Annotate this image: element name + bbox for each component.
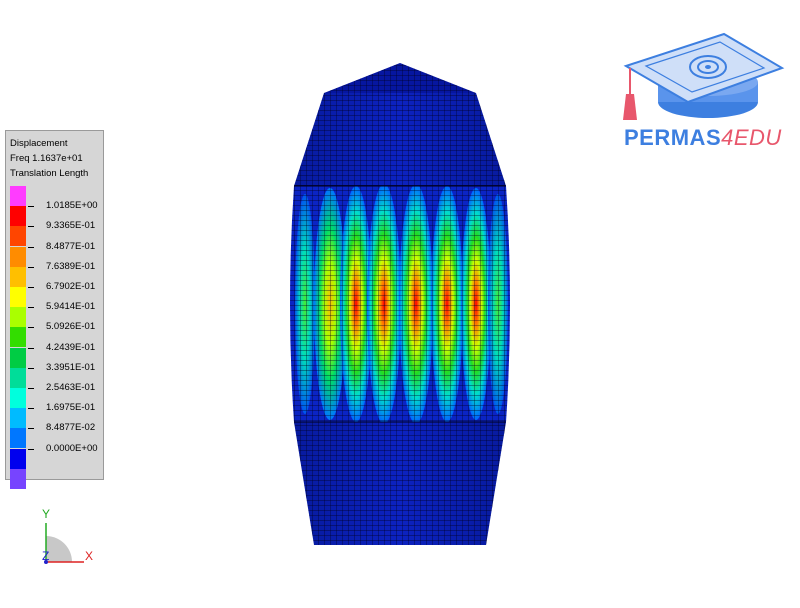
legend-tick bbox=[28, 327, 34, 329]
legend-tick bbox=[28, 408, 34, 410]
axis-y-label: Y bbox=[42, 507, 51, 521]
legend-swatch bbox=[10, 287, 26, 307]
legend-value: 3.3951E-01 bbox=[46, 361, 96, 373]
legend-swatch bbox=[10, 408, 26, 429]
legend-quantity: Translation Length bbox=[10, 168, 89, 179]
logo-suffix: 4EDU bbox=[721, 125, 782, 150]
legend-value: 5.0926E-01 bbox=[46, 321, 96, 333]
legend-swatch bbox=[10, 428, 26, 449]
legend-tick bbox=[28, 206, 34, 208]
legend-swatch bbox=[10, 206, 26, 227]
legend-swatch bbox=[10, 367, 26, 388]
legend-title: Displacement bbox=[10, 138, 68, 149]
legend-value: 7.6389E-01 bbox=[46, 260, 96, 272]
fem-model[interactable] bbox=[290, 63, 510, 545]
displacement-legend[interactable]: Displacement Freq 1.1637e+01 Translation… bbox=[5, 130, 104, 489]
legend-tick bbox=[28, 246, 34, 248]
axis-triad-graphic bbox=[44, 523, 84, 564]
legend-swatch bbox=[10, 307, 26, 328]
legend-tick bbox=[28, 307, 34, 309]
legend-swatch bbox=[10, 246, 26, 267]
legend-tick bbox=[28, 226, 34, 228]
legend-swatch bbox=[10, 347, 26, 368]
logo-name: PERMAS bbox=[624, 125, 722, 150]
legend-tick bbox=[28, 347, 34, 349]
legend-swatch bbox=[10, 186, 26, 206]
legend-swatch bbox=[10, 388, 26, 408]
axis-triad: Y X Z bbox=[28, 505, 108, 575]
legend-tick bbox=[28, 428, 34, 430]
legend-tick bbox=[28, 388, 34, 389]
axis-z-label: Z bbox=[42, 549, 50, 563]
axis-x-label: X bbox=[85, 549, 94, 563]
legend-swatch bbox=[10, 226, 26, 247]
legend-value: 2.5463E-01 bbox=[46, 382, 96, 393]
legend-value: 1.0185E+00 bbox=[46, 200, 98, 212]
legend-tick bbox=[28, 367, 34, 369]
legend-tick bbox=[28, 287, 34, 288]
legend-frequency: Freq 1.1637e+01 bbox=[10, 153, 83, 164]
legend-swatch bbox=[10, 468, 26, 489]
logo-wordmark: PERMAS4EDU bbox=[624, 125, 782, 151]
legend-tick bbox=[28, 266, 34, 268]
legend-value: 6.7902E-01 bbox=[46, 281, 96, 292]
legend-tick bbox=[28, 448, 34, 450]
legend-value: 9.3365E-01 bbox=[46, 220, 96, 232]
legend-value: 0.0000E+00 bbox=[46, 442, 98, 454]
legend-swatch bbox=[10, 266, 26, 287]
legend-value: 5.9414E-01 bbox=[46, 301, 96, 313]
legend-value: 4.2439E-01 bbox=[46, 341, 96, 353]
legend-swatch bbox=[10, 448, 26, 469]
legend-value: 8.4877E-02 bbox=[46, 422, 96, 434]
legend-value: 8.4877E-01 bbox=[46, 240, 96, 252]
graduation-cap-logo-icon bbox=[623, 32, 785, 120]
legend-value: 1.6975E-01 bbox=[46, 402, 96, 414]
legend-swatch bbox=[10, 327, 26, 348]
